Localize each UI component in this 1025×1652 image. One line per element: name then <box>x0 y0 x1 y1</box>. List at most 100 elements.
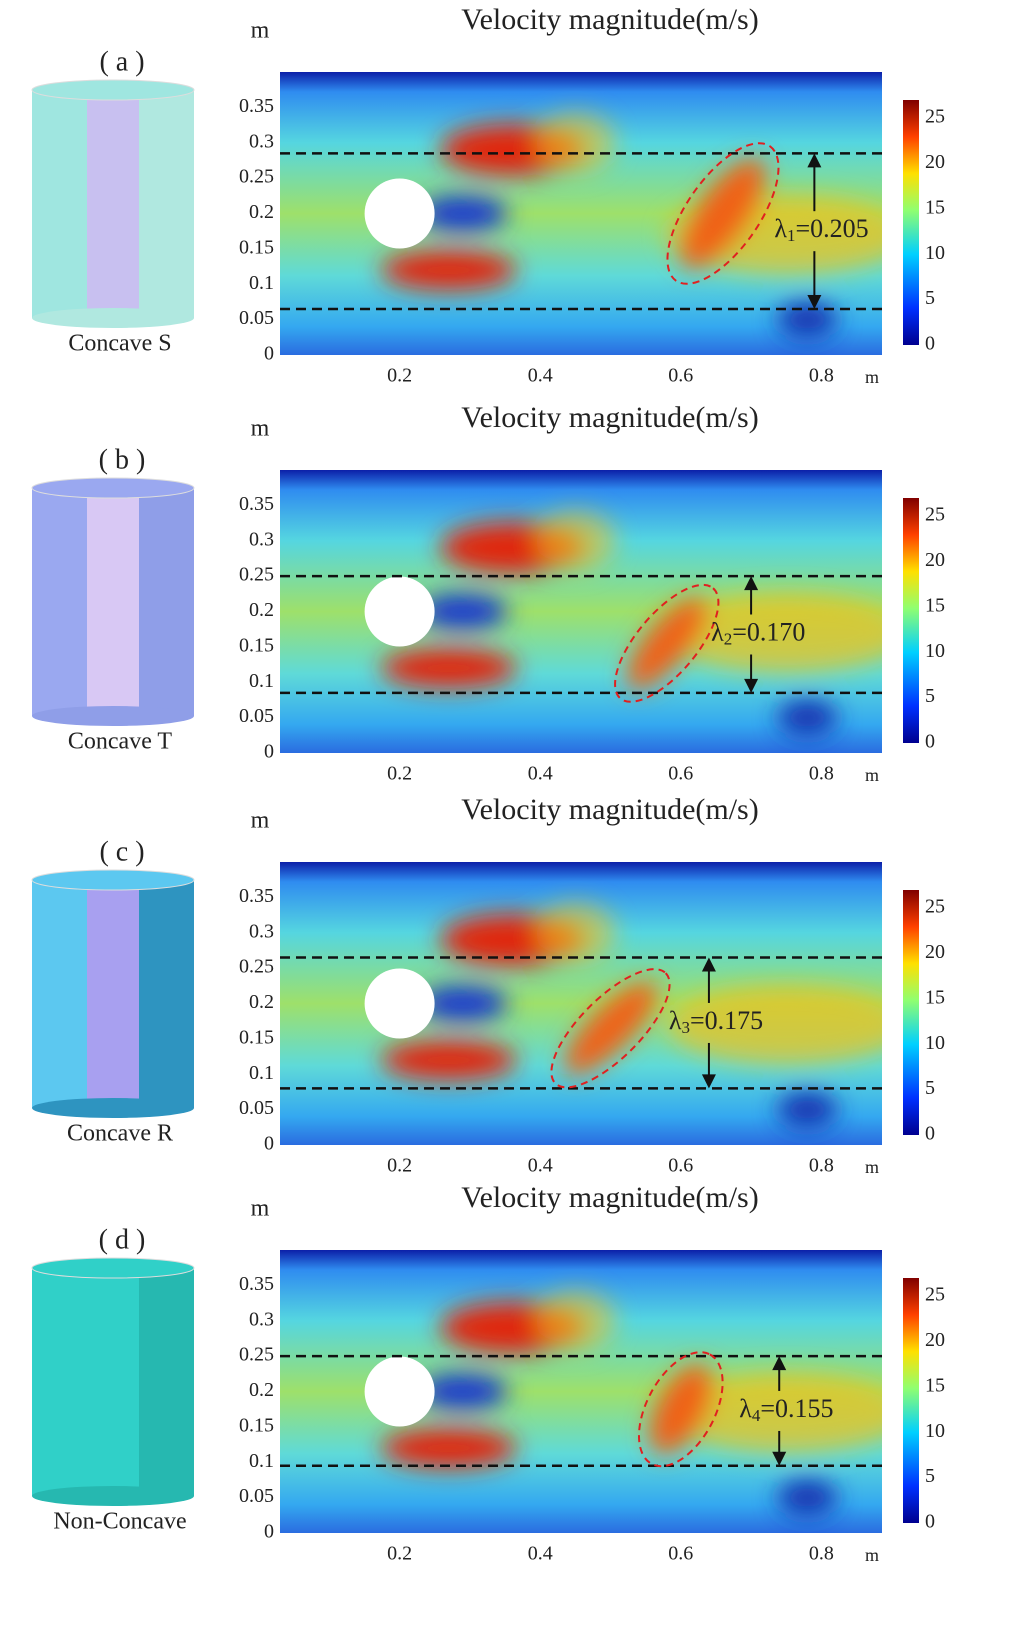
wake-ellipse <box>550 968 671 1089</box>
y-tick-label: 0.3 <box>249 528 274 550</box>
cylinder-section <box>364 576 435 647</box>
colorbar-tick-label: 0 <box>925 333 935 355</box>
blob <box>680 157 766 270</box>
x-unit: m <box>865 1545 879 1565</box>
blob <box>380 1428 517 1469</box>
colorbar-tick-label: 15 <box>925 594 945 616</box>
colorbar-tick-label: 5 <box>925 287 935 309</box>
y-tick-label: 0.35 <box>239 885 274 907</box>
y-tick-label: 0.35 <box>239 493 274 515</box>
blob <box>626 597 708 690</box>
blob <box>777 301 838 338</box>
panel-title: Velocity magnitude(m/s) <box>461 793 758 826</box>
x-tick-label: 0.4 <box>528 365 553 387</box>
lambda-symbol: λ <box>774 214 787 243</box>
y-tick-label: 0.15 <box>239 634 274 656</box>
colorbar-tick-label: 5 <box>925 1465 935 1487</box>
cylinder-groove <box>87 880 139 1108</box>
colorbar-tick-label: 5 <box>925 1077 935 1099</box>
panel-label: ( a ) <box>99 46 144 77</box>
panel: Velocity magnitude(m/s) ( b ) Concave T 0 0.… <box>31 401 945 785</box>
cylinder-bottom <box>32 1486 194 1506</box>
x-tick-label: 0.8 <box>809 365 834 387</box>
y-tick-label: 0.25 <box>239 956 274 978</box>
cylinder-side <box>139 90 194 318</box>
x-tick-label: 0.2 <box>387 763 412 785</box>
y-tick-label: 0.05 <box>239 307 274 329</box>
blob <box>777 699 838 736</box>
blob <box>649 1363 713 1455</box>
y-tick-label: 0.1 <box>249 1062 274 1084</box>
colorbar-tick-label: 20 <box>925 1329 945 1351</box>
x-tick-label: 0.2 <box>387 1543 412 1565</box>
cylinder-groove <box>87 488 139 716</box>
x-tick-label: 0.4 <box>528 763 553 785</box>
colorbar-tick-label: 0 <box>925 731 935 753</box>
y-tick-label: 0.35 <box>239 1273 274 1295</box>
y-tick-label: 0.15 <box>239 1414 274 1436</box>
cylinder-side <box>139 880 194 1108</box>
blob <box>535 1290 616 1351</box>
cylinder-section <box>364 968 435 1039</box>
lambda-label: λ1=0.205 <box>774 214 868 245</box>
y-tick-label: 0.05 <box>239 1485 274 1507</box>
cylinder-side <box>139 1268 194 1496</box>
velocity-field <box>280 1250 882 1533</box>
colorbar-tick-label: 10 <box>925 640 945 662</box>
arrow-head <box>701 957 716 1089</box>
blob <box>666 592 882 673</box>
blob <box>380 1040 517 1081</box>
lambda-label: λ4=0.155 <box>739 1394 833 1425</box>
cylinder-name: Non-Concave <box>53 1509 186 1535</box>
blob <box>535 112 616 173</box>
cylinder-name: Concave S <box>68 331 171 357</box>
colorbar-tick-label: 10 <box>925 242 945 264</box>
cylinder-top <box>31 79 195 101</box>
lambda-symbol: λ <box>669 1006 682 1035</box>
panel: Velocity magnitude(m/s) ( a ) Concave S 0 0.… <box>31 3 945 387</box>
y-tick-label: 0 <box>264 343 274 365</box>
y-tick-label: 0 <box>264 741 274 763</box>
cylinder-side <box>139 488 194 716</box>
blob <box>417 593 508 630</box>
x-tick-label: 0.4 <box>528 1155 553 1177</box>
colorbar-tick-label: 20 <box>925 151 945 173</box>
y-tick-label: 0.2 <box>249 991 274 1013</box>
field-blobs <box>380 510 882 736</box>
cylinder-top <box>31 869 195 891</box>
panel-title: Velocity magnitude(m/s) <box>461 1181 758 1214</box>
colorbar <box>903 100 919 345</box>
y-unit: m <box>251 1196 270 1222</box>
velocity-field <box>280 72 882 355</box>
colorbar-tick-label: 15 <box>925 986 945 1008</box>
y-tick-label: 0.35 <box>239 95 274 117</box>
y-tick-label: 0.15 <box>239 1026 274 1048</box>
lambda-symbol: λ <box>739 1394 752 1423</box>
cylinder-name: Concave T <box>68 729 173 755</box>
lambda-text: =0.175 <box>690 1006 763 1035</box>
lambda-text: =0.205 <box>795 214 868 243</box>
cylinder-section <box>364 1356 435 1427</box>
cylinder-top <box>31 1257 195 1279</box>
y-tick-label: 0.3 <box>249 920 274 942</box>
x-tick-label: 0.4 <box>528 1543 553 1565</box>
field-blobs <box>380 112 882 338</box>
wake-ellipse <box>614 583 720 703</box>
x-tick-label: 0.8 <box>809 1543 834 1565</box>
blob <box>380 250 517 291</box>
y-tick-label: 0.1 <box>249 1450 274 1472</box>
colorbar-tick-label: 25 <box>925 504 945 526</box>
lambda-sub: 3 <box>682 1018 691 1037</box>
panel-label: ( b ) <box>99 444 146 475</box>
colorbar-tick-label: 15 <box>925 196 945 218</box>
panel: Velocity magnitude(m/s) ( c ) Concave R 0 0.… <box>31 793 945 1177</box>
colorbar-tick-label: 25 <box>925 896 945 918</box>
x-tick-label: 0.6 <box>668 763 693 785</box>
cylinder-groove <box>87 1268 139 1496</box>
x-tick-label: 0.2 <box>387 1155 412 1177</box>
x-unit: m <box>865 765 879 785</box>
cylinder-groove <box>87 90 139 318</box>
x-tick-label: 0.8 <box>809 763 834 785</box>
x-tick-label: 0.6 <box>668 1543 693 1565</box>
